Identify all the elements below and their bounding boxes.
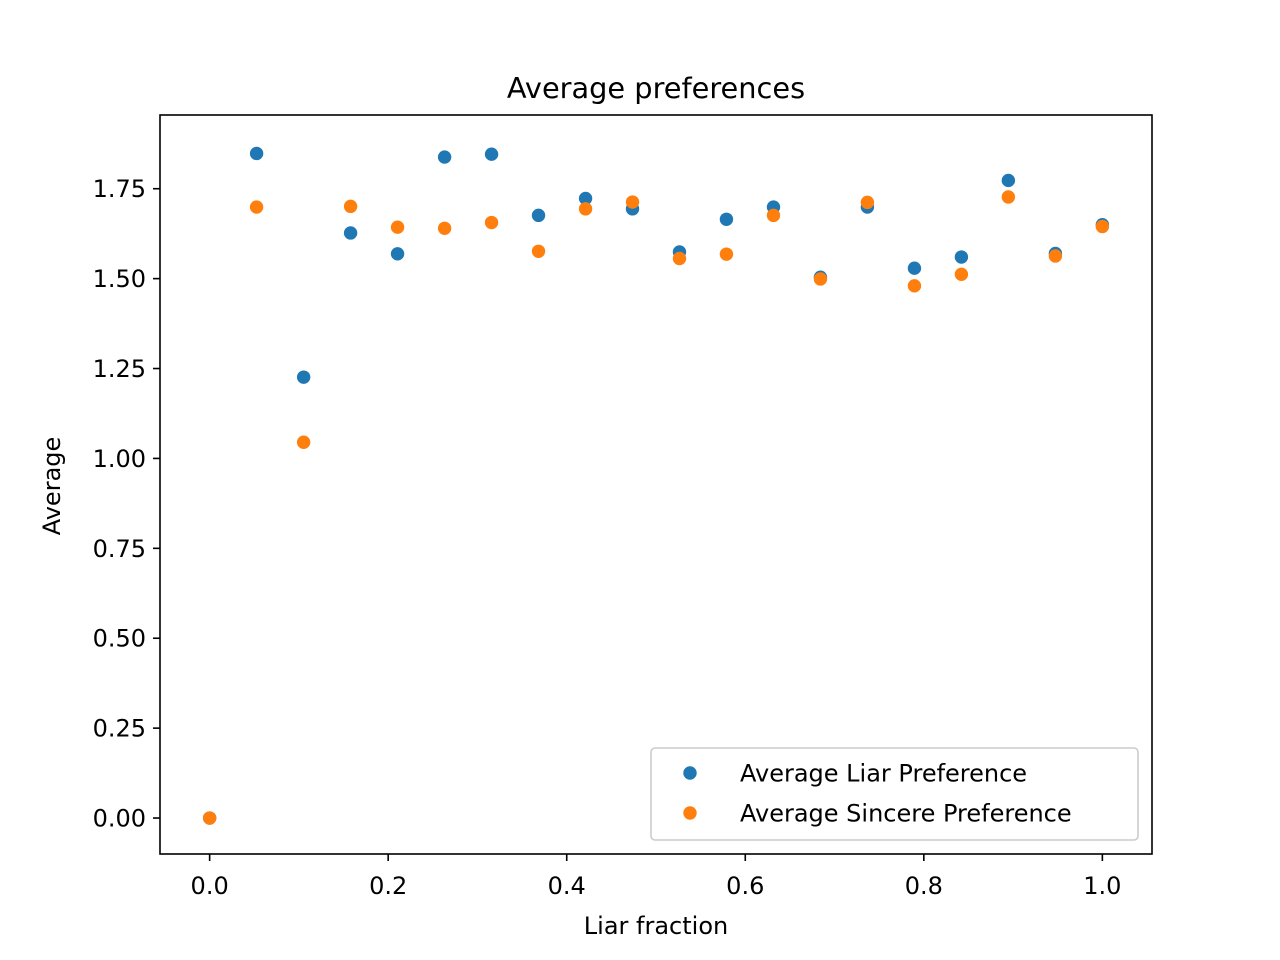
x-tick-label: 0.0 <box>191 872 229 900</box>
legend-box <box>650 747 1139 841</box>
chart-title: Average preferences <box>507 71 805 105</box>
legend-label-liar: Average Liar Preference <box>740 760 1027 788</box>
x-tick-label: 0.8 <box>905 872 943 900</box>
data-point-liar-5 <box>437 150 452 164</box>
data-point-liar-1 <box>249 146 264 161</box>
y-tick-label: 1.25 <box>93 355 146 383</box>
data-point-liar-6 <box>484 147 499 161</box>
data-point-liar-16 <box>954 250 969 264</box>
data-point-sincere-3 <box>343 199 358 214</box>
data-point-sincere-9 <box>625 195 640 209</box>
y-tick-label: 0.25 <box>93 715 146 743</box>
data-point-sincere-14 <box>860 195 875 210</box>
data-point-sincere-2 <box>296 435 311 449</box>
data-point-liar-4 <box>390 247 405 261</box>
y-tick-label: 0.50 <box>93 625 146 653</box>
data-point-liar-11 <box>719 212 734 226</box>
y-tick-label: 0.00 <box>93 805 146 833</box>
legend-marker-liar <box>683 766 697 780</box>
data-point-sincere-12 <box>766 208 781 223</box>
plot-frame <box>159 114 1153 855</box>
data-point-sincere-16 <box>954 267 969 282</box>
data-point-sincere-18 <box>1048 249 1063 263</box>
y-axis-label: Average <box>38 437 66 536</box>
data-point-liar-7 <box>531 208 546 223</box>
data-point-liar-8 <box>578 191 593 206</box>
y-tick-label: 1.75 <box>93 175 146 203</box>
y-axis-ticks: 0.00 0.25 0.50 0.75 1.00 1.25 1.50 1.75 <box>93 175 160 833</box>
data-point-sincere-7 <box>531 244 546 258</box>
data-point-sincere-4 <box>390 220 405 234</box>
legend: Average Liar Preference Average Sincere P… <box>650 747 1139 841</box>
x-axis-label: Liar fraction <box>584 912 728 940</box>
x-tick-label: 0.6 <box>726 872 764 900</box>
legend-label-sincere: Average Sincere Preference <box>740 800 1072 828</box>
data-point-sincere-11 <box>719 247 734 261</box>
y-tick-label: 1.00 <box>93 445 146 473</box>
data-point-sincere-10 <box>672 251 687 266</box>
data-point-liar-3 <box>343 226 358 240</box>
data-point-sincere-0 <box>202 811 217 825</box>
x-tick-label: 0.4 <box>548 872 586 900</box>
data-point-liar-17 <box>1001 173 1016 188</box>
x-tick-label: 0.2 <box>369 872 407 900</box>
data-point-liar-2 <box>296 370 311 384</box>
data-point-liar-15 <box>907 261 922 275</box>
x-axis-ticks: 0.0 0.2 0.4 0.6 0.8 1.0 <box>191 854 1121 900</box>
data-markers <box>202 146 1110 825</box>
data-point-sincere-13 <box>813 272 828 286</box>
legend-marker-sincere <box>683 806 697 820</box>
x-tick-label: 1.0 <box>1083 872 1121 900</box>
data-point-sincere-15 <box>907 279 922 293</box>
data-point-sincere-1 <box>249 200 264 214</box>
data-point-sincere-19 <box>1095 219 1110 234</box>
y-tick-label: 0.75 <box>93 535 146 563</box>
data-point-sincere-5 <box>437 221 452 235</box>
data-point-sincere-17 <box>1001 190 1016 204</box>
y-tick-label: 1.50 <box>93 265 146 293</box>
data-point-sincere-8 <box>578 202 593 216</box>
data-point-sincere-6 <box>484 215 499 230</box>
